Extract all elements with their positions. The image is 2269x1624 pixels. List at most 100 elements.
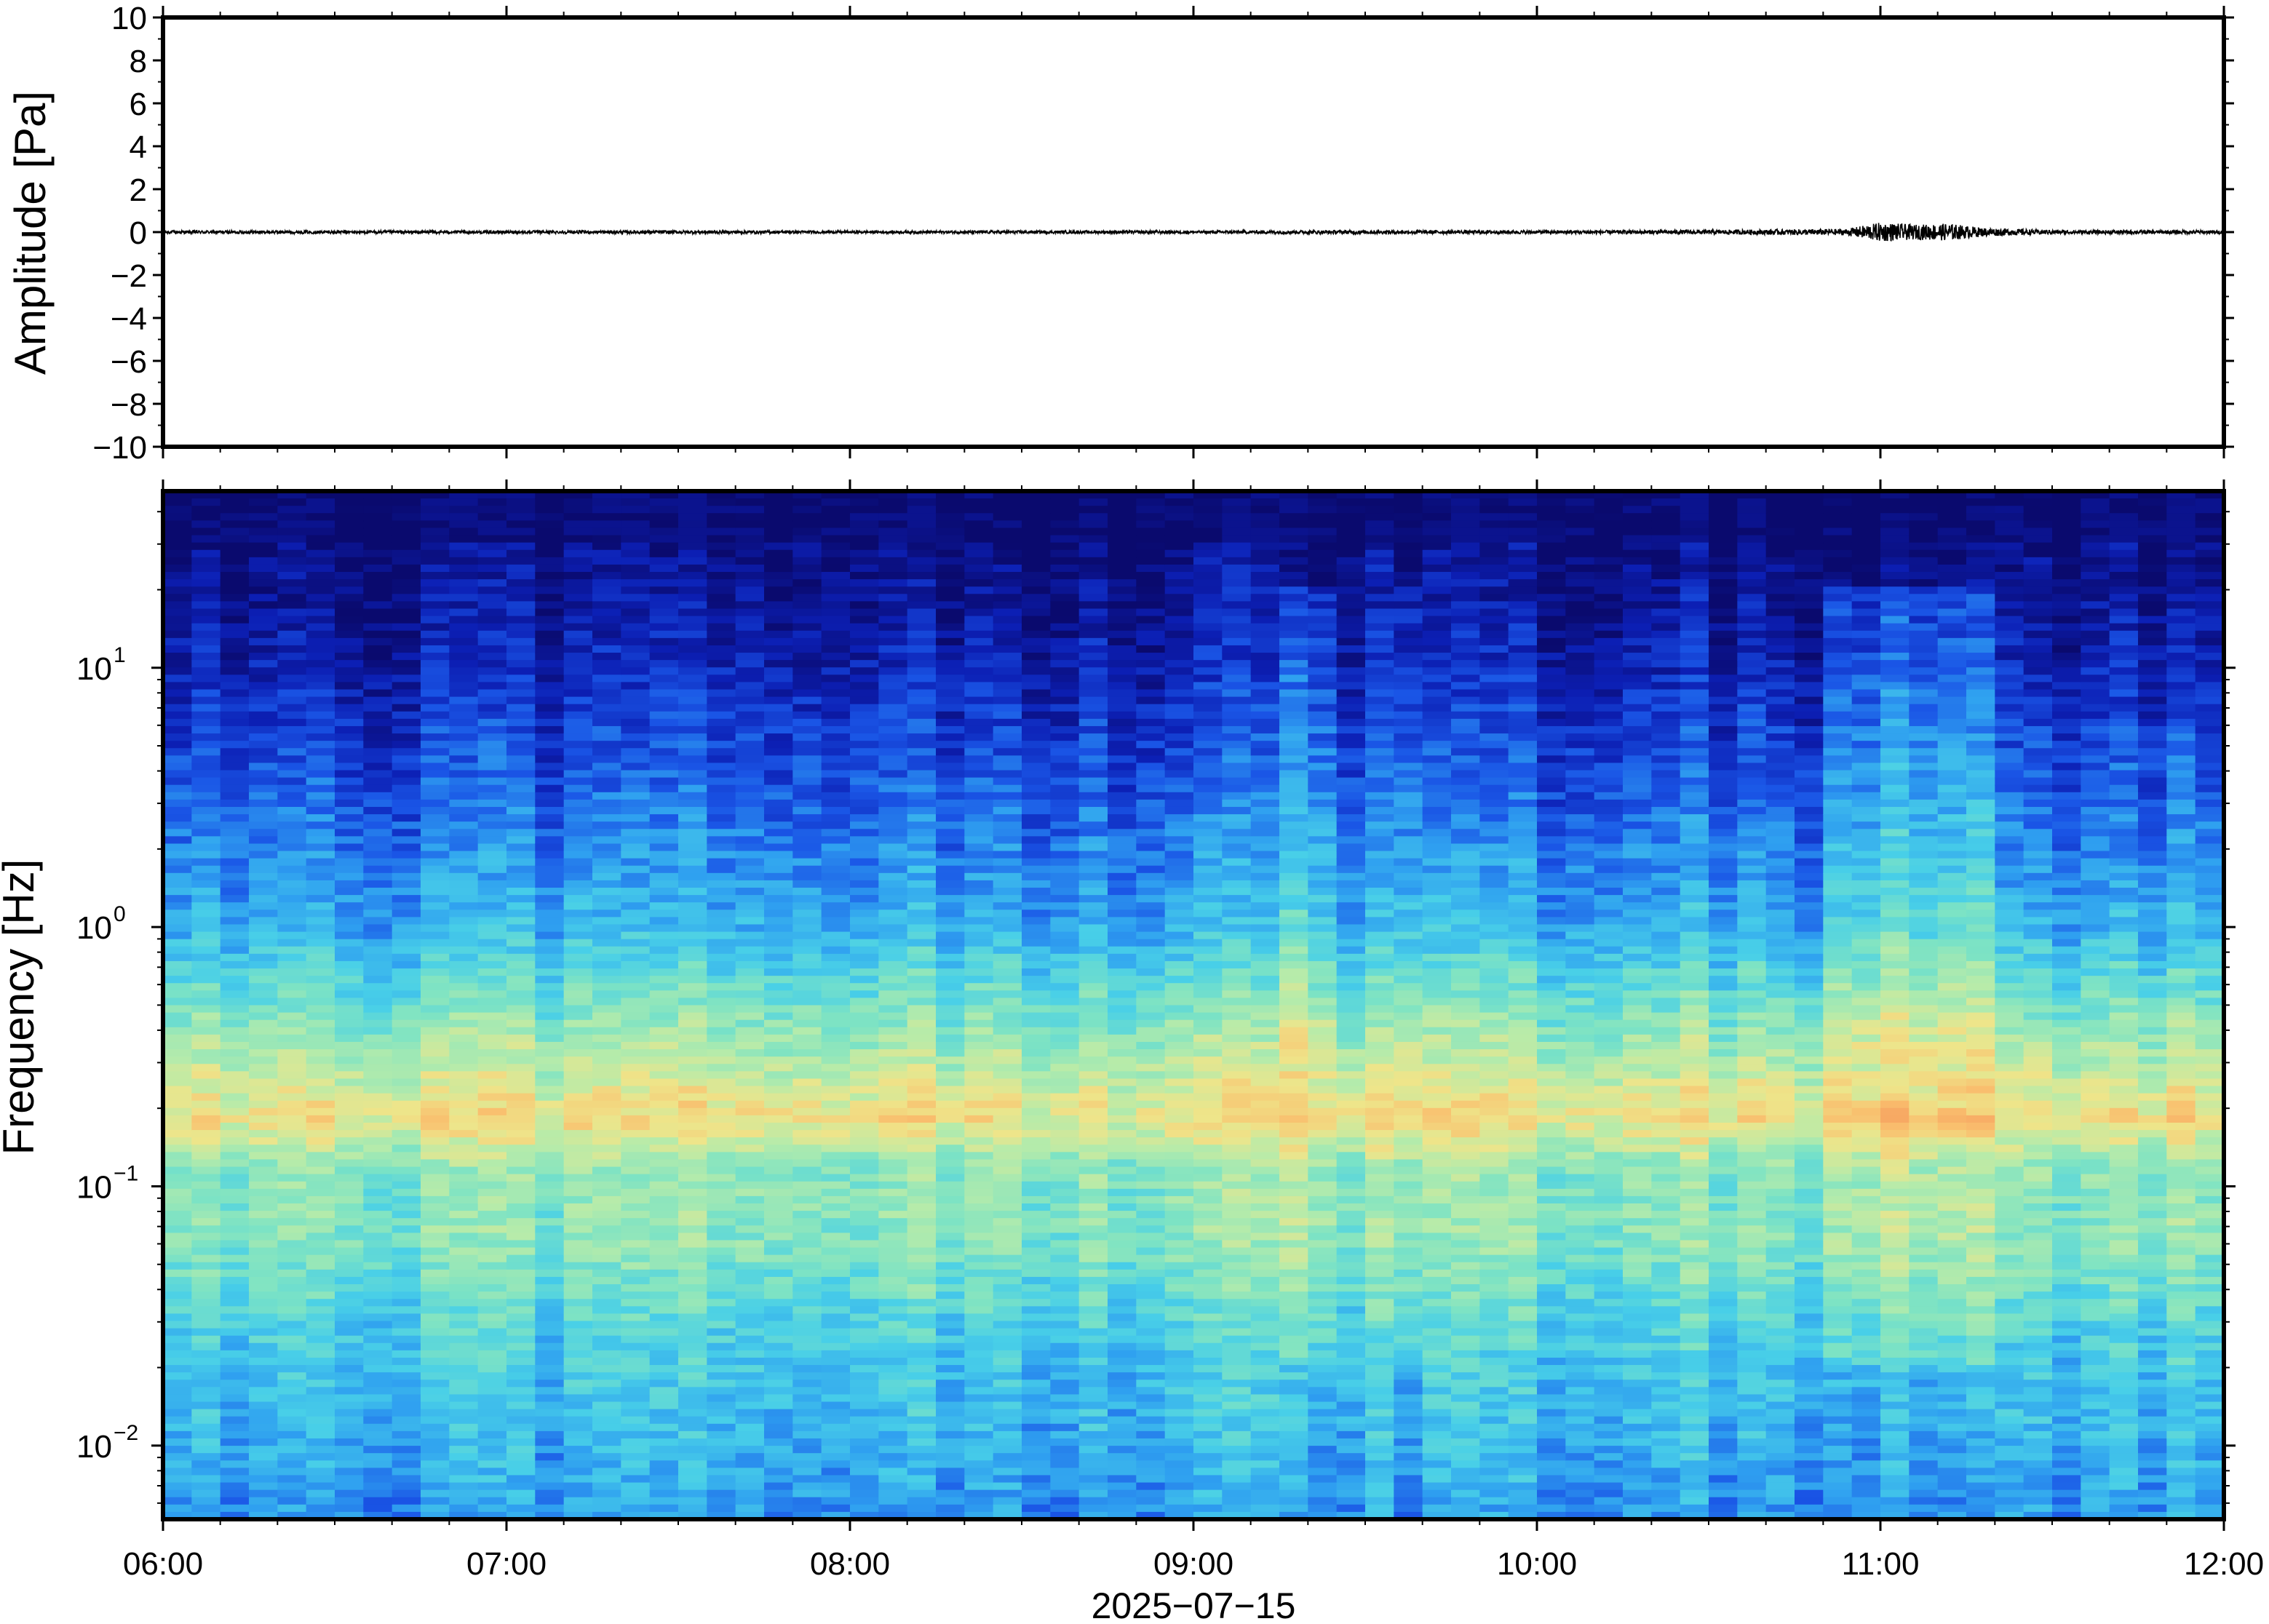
spectrogram-cell (335, 564, 365, 573)
spectrogram-cell (163, 1181, 193, 1190)
spectrogram-cell (936, 1152, 966, 1161)
spectrogram-cell (764, 939, 794, 947)
spectrogram-cell (220, 960, 250, 969)
spectrogram-cell (764, 586, 794, 595)
spectrogram-cell (649, 829, 679, 837)
spectrogram-cell (993, 1284, 1022, 1292)
spectrogram-cell (477, 1086, 507, 1094)
spectrogram-cell (907, 1511, 937, 1519)
spectrogram-cell (678, 718, 708, 727)
spectrogram-cell (764, 1394, 794, 1403)
spectrogram-cell (592, 748, 622, 757)
spectrogram-cell (592, 1401, 622, 1410)
spectrogram-cell (249, 1335, 279, 1344)
spectrogram-cell (936, 1321, 966, 1329)
spectrogram-cell (907, 792, 937, 800)
spectrogram-cell (792, 741, 822, 749)
spectrogram-cell (392, 1247, 421, 1256)
spectrogram-cell (764, 1137, 794, 1146)
spectrogram-cell (392, 725, 421, 734)
spectrogram-cell (821, 821, 851, 830)
spectrogram-cell (678, 520, 708, 529)
spectrogram-cell (277, 674, 307, 683)
spectrogram-cell (735, 1401, 765, 1410)
spectrogram-cell (421, 689, 450, 698)
spectrogram-cell (850, 1262, 880, 1270)
spectrogram-cell (277, 829, 307, 837)
spectrogram-cell (621, 792, 651, 800)
spectrogram-cell (850, 1056, 880, 1065)
spectrogram-cell (993, 696, 1022, 705)
spectrogram-cell (220, 557, 250, 565)
spectrogram-cell (163, 1350, 193, 1358)
spectrogram-cell (249, 1475, 279, 1484)
spectrogram-cell (707, 1247, 736, 1256)
spectrogram-cell (907, 1306, 937, 1315)
spectrogram-cell (936, 667, 966, 676)
spectrogram-cell (964, 1460, 994, 1469)
spectrogram-cell (964, 784, 994, 793)
spectrogram-cell (392, 931, 421, 940)
spectrogram-cell (306, 601, 335, 610)
spectrogram-cell (821, 725, 851, 734)
spectrogram-cell (1078, 564, 1108, 573)
spectrogram-cell (649, 1306, 679, 1315)
spectrogram-cell (1108, 682, 1137, 690)
spectrogram-cell (678, 667, 708, 676)
spectrogram-cell (649, 1211, 679, 1219)
spectrogram-cell (964, 836, 994, 845)
spectrogram-cell (277, 865, 307, 874)
spectrogram-cell (964, 645, 994, 653)
spectrogram-cell (936, 1122, 966, 1131)
spectrogram-cell (363, 960, 393, 969)
spectrogram-cell (850, 1130, 880, 1138)
spectrogram-cell (163, 1041, 193, 1050)
spectrogram-cell (936, 1107, 966, 1116)
spectrogram-cell (477, 623, 507, 632)
spectrogram-cell (363, 1107, 393, 1116)
spectrogram-cell (878, 1460, 908, 1469)
spectrogram-cell (335, 689, 365, 698)
spectrogram-cell (764, 1093, 794, 1102)
spectrogram-cell (907, 799, 937, 808)
spectrogram-cell (850, 924, 880, 933)
spectrogram-cell (678, 1218, 708, 1227)
spectrogram-cell (878, 1034, 908, 1043)
spectrogram-cell (707, 1078, 736, 1087)
spectrogram-cell (335, 535, 365, 544)
spectrogram-cell (678, 616, 708, 624)
spectrogram-cell (936, 1372, 966, 1381)
spectrogram-cell (563, 1181, 593, 1190)
spectrogram-cell (220, 718, 250, 727)
spectrogram-cell (163, 513, 193, 522)
spectrogram-cell (220, 1218, 250, 1227)
spectrogram-cell (936, 1453, 966, 1462)
spectrogram-cell (421, 1423, 450, 1432)
spectrogram-cell (707, 1174, 736, 1182)
spectrogram-cell (477, 909, 507, 918)
spectrogram-cell (907, 637, 937, 646)
spectrogram-cell (850, 667, 880, 676)
spectrogram-cell (1136, 542, 1166, 551)
spectrogram-cell (220, 1342, 250, 1351)
spectrogram-cell (163, 843, 193, 852)
spectrogram-cell (506, 1453, 536, 1462)
spectrogram-cell (1108, 718, 1137, 727)
spectrogram-cell (477, 1409, 507, 1417)
spectrogram-cell (735, 542, 765, 551)
spectrogram-cell (993, 704, 1022, 712)
spectrogram-cell (792, 528, 822, 536)
spectrogram-cell (821, 983, 851, 992)
spectrogram-cell (850, 718, 880, 727)
spectrogram-cell (993, 1195, 1022, 1204)
spectrogram-cell (191, 1056, 221, 1065)
spectrogram-cell (936, 586, 966, 595)
spectrogram-cell (191, 939, 221, 947)
spectrogram-cell (792, 1188, 822, 1197)
spectrogram-cell (220, 851, 250, 859)
spectrogram-cell (449, 506, 479, 514)
spectrogram-cell (335, 1130, 365, 1138)
spectrogram-cell (878, 1064, 908, 1072)
spectrogram-cell (821, 990, 851, 999)
spectrogram-cell (592, 1071, 622, 1080)
